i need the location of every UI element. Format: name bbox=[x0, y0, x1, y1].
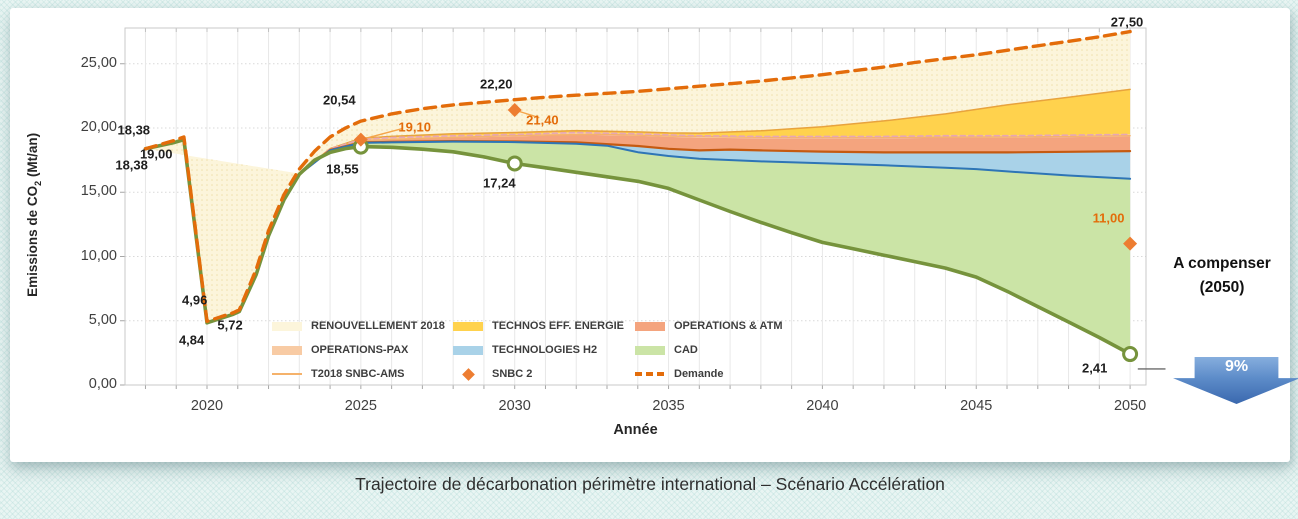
emissions-area-chart bbox=[120, 27, 1166, 389]
series-line-demande bbox=[143, 29, 1132, 323]
snbc2-diamond-marker bbox=[507, 103, 522, 118]
label-leader-line bbox=[360, 127, 403, 141]
snbc2-diamond-marker bbox=[1123, 236, 1138, 251]
band-dot-texture bbox=[145, 31, 1131, 322]
band-cad bbox=[299, 141, 1131, 354]
trajectory-point-marker bbox=[1122, 346, 1139, 363]
plot-border bbox=[124, 27, 1147, 386]
band-technologies-h2 bbox=[299, 141, 1131, 179]
snbc2-diamond-marker bbox=[353, 132, 368, 147]
series-line-gold-top bbox=[298, 88, 1131, 175]
band-operations-atm bbox=[299, 134, 1131, 175]
series-line-t2018 bbox=[298, 133, 1131, 175]
chart-card: Emissions de CO2 (Mt/an) Année 2020 2025 2… bbox=[10, 8, 1298, 462]
trajectory-point-marker bbox=[506, 155, 523, 172]
series-line-pax-top bbox=[298, 131, 1131, 175]
chart-caption: Trajectoire de décarbonation périmètre i… bbox=[355, 474, 945, 494]
series-line-blue-bottom bbox=[298, 140, 1132, 180]
band-technos-eff-energie bbox=[299, 89, 1131, 174]
